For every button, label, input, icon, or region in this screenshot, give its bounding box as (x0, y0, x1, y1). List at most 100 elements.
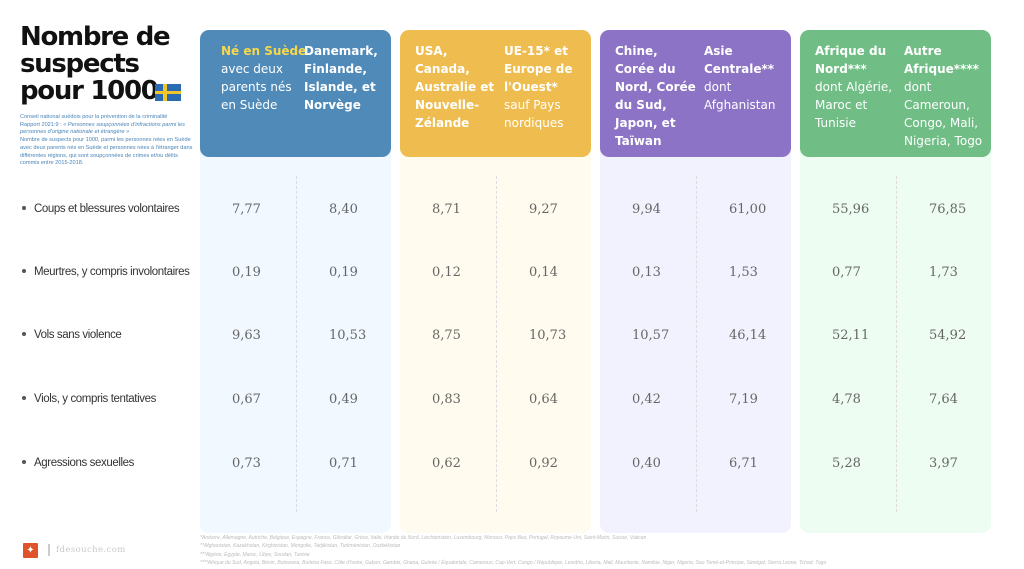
table-cell: 10,73 (529, 328, 567, 343)
bullet-icon (22, 459, 26, 464)
column-header-title: Asie Centrale** (704, 44, 775, 76)
table-cell: 0,40 (632, 456, 661, 471)
footnote: *Andorre, Allemagne, Autriche, Belgique,… (200, 535, 647, 541)
footnotes: *Andorre, Allemagne, Autriche, Belgique,… (200, 534, 1010, 567)
row-label: Vols sans violence (18, 329, 203, 349)
table-cell: 0,62 (432, 456, 461, 471)
column-header: Né en Suède avec deux parents nés en Suèd… (221, 42, 307, 114)
table-cell: 1,53 (729, 265, 758, 280)
column-header: UE-15* et Europe de l'Ouest* sauf Pays no… (504, 42, 590, 132)
page-title: Nombre de suspects pour 1000 (20, 22, 171, 106)
row-label: Agressions sexuelles (18, 457, 203, 477)
column-header-title: Chine, Corée du Nord, Corée du Sud, Japo… (615, 44, 696, 148)
table-cell: 0,13 (632, 265, 661, 280)
column-header: Asie Centrale** dont Afghanistan (704, 42, 790, 114)
row-label-text: Viols, y compris tentatives (34, 393, 156, 405)
column-header: USA, Canada, Australie et Nouvelle-Zélan… (415, 42, 501, 132)
column-group-green: Afrique du Nord*** dont Algérie, Maroc et… (800, 30, 991, 533)
column-header-title: UE-15* et Europe de l'Ouest* (504, 44, 573, 94)
row-label-text: Agressions sexuelles (34, 457, 135, 469)
column-header-title: Né en Suède (221, 44, 307, 58)
table-cell: 0,71 (329, 456, 358, 471)
table-cell: 52,11 (832, 328, 870, 343)
table-cell: 5,28 (832, 456, 861, 471)
table-cell: 10,57 (632, 328, 670, 343)
table-cell: 9,63 (232, 328, 261, 343)
bullet-icon (22, 331, 26, 336)
table-cell: 0,19 (329, 265, 358, 280)
column-header: Afrique du Nord*** dont Algérie, Maroc et… (815, 42, 901, 132)
column-header-title: USA, Canada, Australie et Nouvelle-Zélan… (415, 44, 495, 130)
column-header-detail: sauf Pays nordiques (504, 98, 564, 130)
group-header (200, 30, 391, 157)
source-line-2-title: « Personnes soupçonnées d'infractions pa… (20, 121, 185, 136)
table-cell: 0,64 (529, 392, 558, 407)
row-label: Coups et blessures volontaires (18, 203, 203, 223)
column-header-title: Autre Afrique**** (904, 44, 979, 76)
source-line-1: Conseil national suédois pour la prévent… (20, 114, 168, 120)
row-label: Meurtres, y compris involontaires (18, 266, 203, 286)
table-cell: 0,67 (232, 392, 261, 407)
row-label: Viols, y compris tentatives (18, 393, 203, 413)
table-cell: 4,78 (832, 392, 861, 407)
source-note: Conseil national suédois pour la prévent… (20, 114, 198, 168)
table-cell: 76,85 (929, 202, 967, 217)
column-divider (496, 176, 497, 512)
source-line-3: Nombre de suspects pour 1000, parmi les … (20, 137, 193, 167)
table-cell: 0,83 (432, 392, 461, 407)
bullet-icon (22, 268, 26, 273)
column-header-title: Afrique du Nord*** (815, 44, 887, 76)
column-header-detail: avec deux parents nés en Suède (221, 62, 292, 112)
column-divider (696, 176, 697, 512)
column-group-blue: Né en Suède avec deux parents nés en Suèd… (200, 30, 391, 533)
source-line-2-prefix: Rapport 2021:9 : (20, 121, 64, 128)
footer-divider (48, 544, 50, 556)
table-cell: 0,19 (232, 265, 261, 280)
group-header (400, 30, 591, 157)
table-cell: 0,42 (632, 392, 661, 407)
column-header-title: Danemark, Finlande, Islande, et Norvège (304, 44, 378, 112)
table-cell: 0,14 (529, 265, 558, 280)
footnote: ****Afrique du Sud, Angola, Bénin, Botsw… (200, 559, 827, 566)
table-cell: 0,49 (329, 392, 358, 407)
sweden-flag-icon (155, 84, 181, 101)
table-cell: 0,73 (232, 456, 261, 471)
table-cell: 7,19 (729, 392, 758, 407)
bullet-icon (22, 205, 26, 210)
column-header: Danemark, Finlande, Islande, et Norvège (304, 42, 390, 114)
footnote: **Afghanistan, Kazakhstan, Kirghizistan,… (200, 543, 401, 550)
table-cell: 10,53 (329, 328, 367, 343)
group-header (600, 30, 791, 157)
table-cell: 0,12 (432, 265, 461, 280)
table-cell: 54,92 (929, 328, 967, 343)
table-cell: 8,71 (432, 202, 461, 217)
table-cell: 9,27 (529, 202, 558, 217)
group-header (800, 30, 991, 157)
table-cell: 8,40 (329, 202, 358, 217)
column-group-purple: Chine, Corée du Nord, Corée du Sud, Japo… (600, 30, 791, 533)
table-cell: 7,77 (232, 202, 261, 217)
table-cell: 0,77 (832, 265, 861, 280)
table-cell: 61,00 (729, 202, 767, 217)
table-cell: 3,97 (929, 456, 958, 471)
table-cell: 6,71 (729, 456, 758, 471)
table-cell: 0,92 (529, 456, 558, 471)
footnote: ***Algérie, Égypte, Maroc, Libye, Soudan… (200, 551, 310, 558)
column-divider (896, 176, 897, 512)
column-header-detail: dont Algérie, Maroc et Tunisie (815, 80, 893, 130)
table-cell: 1,73 (929, 265, 958, 280)
column-header: Chine, Corée du Nord, Corée du Sud, Japo… (615, 42, 701, 150)
row-label-text: Vols sans violence (34, 329, 122, 341)
row-label-text: Coups et blessures volontaires (34, 203, 180, 215)
column-header: Autre Afrique**** dont Cameroun, Congo, M… (904, 42, 990, 150)
column-header-detail: dont Afghanistan (704, 80, 776, 112)
table-cell: 46,14 (729, 328, 767, 343)
table-cell: 55,96 (832, 202, 870, 217)
row-label-text: Meurtres, y compris involontaires (34, 266, 190, 278)
site-name[interactable]: fdesouche.com (56, 545, 126, 555)
column-group-yellow: USA, Canada, Australie et Nouvelle-Zélan… (400, 30, 591, 533)
column-header-detail: dont Cameroun, Congo, Mali, Nigeria, Tog… (904, 80, 983, 148)
rooster-icon[interactable]: ✦ (23, 543, 38, 558)
table-cell: 8,75 (432, 328, 461, 343)
table-cell: 7,64 (929, 392, 958, 407)
